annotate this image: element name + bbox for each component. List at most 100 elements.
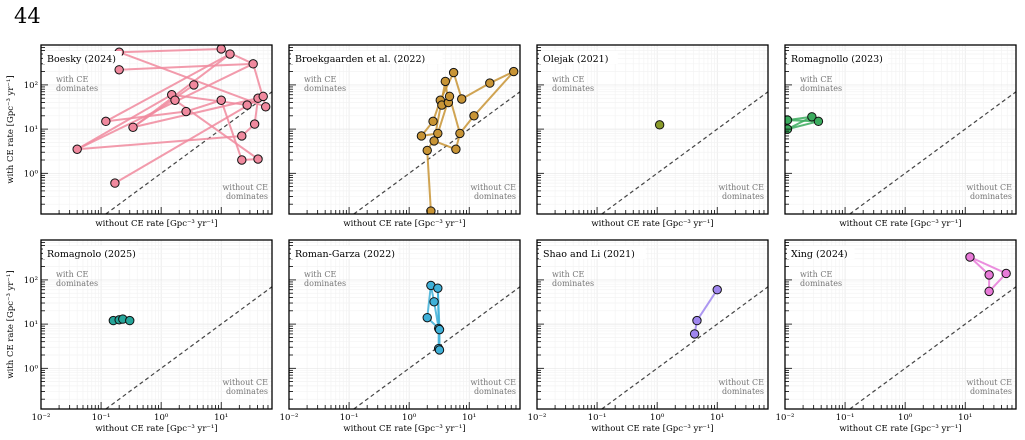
x-tick-label: 10⁻¹: [836, 413, 855, 423]
panel-title: Broekgaarden et al. (2022): [295, 54, 425, 65]
region-label-upper: dominates: [56, 279, 98, 288]
data-point: [485, 78, 495, 88]
panel-title: Romagnolo (2025): [47, 249, 136, 260]
data-point: [429, 136, 439, 146]
x-axis-label: without CE rate [Gpc⁻³ yr⁻¹]: [95, 219, 217, 229]
data-point: [248, 59, 258, 69]
panel-title: Shao and Li (2021): [543, 249, 635, 260]
region-label-upper: dominates: [552, 279, 594, 288]
data-point: [433, 283, 443, 293]
data-point: [237, 155, 247, 165]
data-point: [253, 154, 263, 164]
series-line: [132, 83, 195, 129]
region-label-lower: dominates: [474, 387, 516, 396]
data-point: [416, 131, 427, 141]
data-point: [807, 112, 817, 122]
data-point: [110, 178, 120, 188]
series-line: [76, 134, 243, 151]
region-label-upper: with CE: [304, 75, 336, 84]
series-line: [118, 62, 255, 71]
grid: [289, 240, 520, 409]
plot-area: [72, 45, 272, 214]
plot-area: [105, 286, 272, 409]
series-line: [695, 288, 719, 322]
x-axis-label: without CE rate [Gpc⁻³ yr⁻¹]: [839, 219, 961, 229]
region-label-lower: dominates: [226, 387, 268, 396]
x-tick-label: 10¹: [958, 413, 972, 423]
data-point: [689, 329, 700, 339]
x-tick-label: 10⁻²: [776, 413, 795, 423]
identity-reference-line: [105, 286, 272, 409]
identity-reference-line: [849, 91, 1016, 214]
region-label-upper: dominates: [800, 279, 842, 288]
data-point: [422, 312, 432, 323]
x-tick-label: 10⁰: [154, 413, 169, 423]
series-line: [118, 51, 267, 108]
region-label-upper: dominates: [56, 84, 98, 93]
region-label-upper: dominates: [304, 279, 346, 288]
region-label-lower: dominates: [226, 192, 268, 201]
plot-area: [849, 252, 1016, 409]
identity-reference-line: [601, 91, 768, 214]
region-label-lower: dominates: [970, 387, 1012, 396]
x-tick-label: 10⁰: [402, 413, 417, 423]
data-point: [509, 66, 519, 77]
region-label-lower: without CE: [967, 183, 1013, 192]
y-axis-label: with CE rate [Gpc⁻³ yr⁻¹]: [6, 75, 16, 183]
series-line: [118, 47, 223, 54]
data-point: [422, 145, 432, 156]
identity-reference-line: [105, 91, 272, 214]
page-number: 44: [14, 4, 41, 28]
region-label-lower: without CE: [471, 378, 517, 387]
region-label-upper: with CE: [304, 270, 336, 279]
plot-area: [601, 285, 768, 409]
plot-area: [601, 91, 768, 214]
x-tick-label: 10⁻¹: [588, 413, 607, 423]
x-axis-label: without CE rate [Gpc⁻³ yr⁻¹]: [95, 424, 217, 434]
grid: [785, 240, 1016, 409]
title-background: [787, 51, 889, 64]
identity-reference-line: [353, 91, 520, 214]
y-tick-label: 10⁰: [24, 169, 39, 179]
plot-area: [785, 91, 1016, 214]
series-line: [426, 149, 432, 213]
x-tick-label: 10¹: [710, 413, 724, 423]
region-label-lower: dominates: [722, 192, 764, 201]
data-point: [712, 285, 722, 295]
data-point: [429, 297, 439, 307]
data-point: [984, 286, 994, 297]
data-point: [225, 49, 235, 59]
series-line: [76, 62, 255, 151]
plot-area: [353, 280, 520, 409]
data-point: [242, 100, 252, 110]
data-point: [101, 116, 111, 127]
grid: [537, 240, 768, 409]
region-label-upper: with CE: [56, 75, 88, 84]
region-label-lower: without CE: [223, 183, 269, 192]
x-axis-label: without CE rate [Gpc⁻³ yr⁻¹]: [591, 219, 713, 229]
data-point: [444, 91, 455, 102]
series-line: [220, 99, 243, 161]
y-tick-label: 10⁰: [24, 364, 39, 374]
panel-title: Olejak (2021): [543, 54, 608, 65]
region-label-lower: without CE: [471, 183, 517, 192]
series-line: [460, 82, 491, 101]
series-line: [170, 93, 249, 107]
region-label-lower: dominates: [474, 192, 516, 201]
plot-area: [353, 66, 520, 214]
series-line: [436, 287, 441, 331]
data-point: [433, 128, 443, 139]
data-point: [258, 91, 268, 102]
data-point: [455, 128, 465, 139]
panel-title: Boesky (2024): [47, 54, 116, 65]
region-label-lower: without CE: [223, 378, 269, 387]
region-label-upper: with CE: [552, 75, 584, 84]
x-tick-label: 10⁻²: [32, 413, 51, 423]
region-label-lower: dominates: [722, 387, 764, 396]
region-label-upper: with CE: [552, 270, 584, 279]
x-tick-label: 10⁻²: [528, 413, 547, 423]
title-background: [43, 51, 122, 64]
